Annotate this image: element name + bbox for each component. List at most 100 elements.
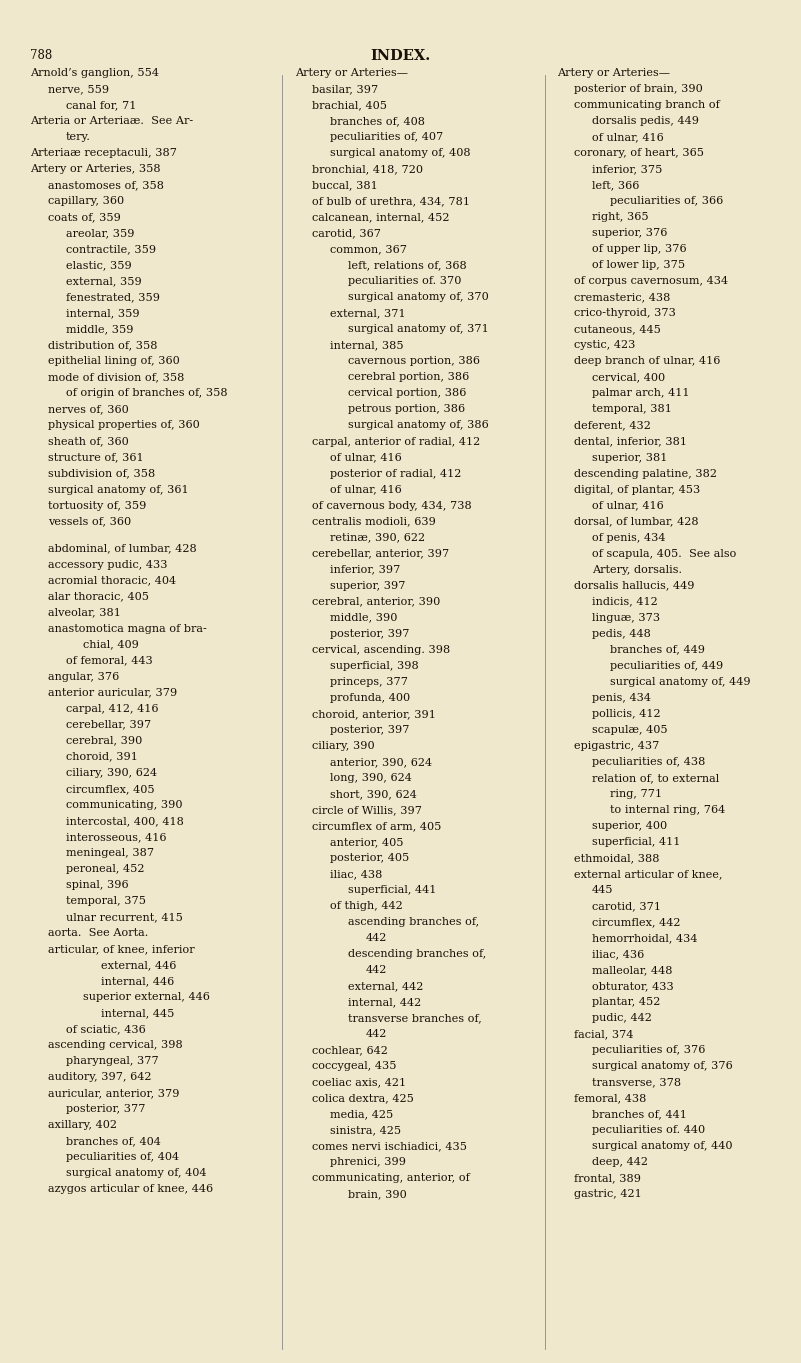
Text: peculiarities of, 438: peculiarities of, 438: [592, 756, 706, 767]
Text: cervical, ascending. 398: cervical, ascending. 398: [312, 645, 451, 654]
Text: peroneal, 452: peroneal, 452: [66, 864, 144, 874]
Text: peculiarities of. 440: peculiarities of. 440: [592, 1126, 705, 1135]
Text: internal, 385: internal, 385: [330, 341, 404, 350]
Text: circle of Willis, 397: circle of Willis, 397: [312, 806, 422, 815]
Text: cerebral, 390: cerebral, 390: [66, 736, 142, 746]
Text: 445: 445: [592, 885, 614, 895]
Text: superficial, 441: superficial, 441: [348, 885, 436, 895]
Text: surgical anatomy of, 371: surgical anatomy of, 371: [348, 324, 489, 334]
Text: distribution of, 358: distribution of, 358: [48, 341, 158, 350]
Text: 442: 442: [365, 934, 387, 943]
Text: Artery or Arteries—: Artery or Arteries—: [295, 68, 408, 78]
Text: surgical anatomy of, 361: surgical anatomy of, 361: [48, 485, 189, 495]
Text: posterior of brain, 390: posterior of brain, 390: [574, 85, 703, 94]
Text: palmar arch, 411: palmar arch, 411: [592, 388, 690, 398]
Text: coronary, of heart, 365: coronary, of heart, 365: [574, 149, 704, 158]
Text: pharyngeal, 377: pharyngeal, 377: [66, 1056, 159, 1066]
Text: frontal, 389: frontal, 389: [574, 1174, 642, 1183]
Text: of ulnar, 416: of ulnar, 416: [592, 500, 664, 511]
Text: anterior auricular, 379: anterior auricular, 379: [48, 688, 177, 698]
Text: internal, 445: internal, 445: [101, 1009, 175, 1018]
Text: Artery, dorsalis.: Artery, dorsalis.: [592, 564, 682, 575]
Text: ring, 771: ring, 771: [610, 789, 662, 799]
Text: internal, 359: internal, 359: [66, 308, 139, 319]
Text: contractile, 359: contractile, 359: [66, 244, 156, 255]
Text: cerebral, anterior, 390: cerebral, anterior, 390: [312, 597, 441, 607]
Text: subdivision of, 358: subdivision of, 358: [48, 469, 155, 478]
Text: choroid, 391: choroid, 391: [66, 752, 138, 762]
Text: circumflex, 405: circumflex, 405: [66, 784, 155, 793]
Text: peculiarities of. 370: peculiarities of. 370: [348, 277, 461, 286]
Text: carpal, 412, 416: carpal, 412, 416: [66, 703, 158, 714]
Text: of ulnar, 416: of ulnar, 416: [330, 453, 402, 462]
Text: auditory, 397, 642: auditory, 397, 642: [48, 1073, 151, 1082]
Text: intercostal, 400, 418: intercostal, 400, 418: [66, 816, 183, 826]
Text: temporal, 381: temporal, 381: [592, 405, 672, 414]
Text: bronchial, 418, 720: bronchial, 418, 720: [312, 165, 424, 174]
Text: femoral, 438: femoral, 438: [574, 1093, 646, 1103]
Text: surgical anatomy of, 449: surgical anatomy of, 449: [610, 677, 751, 687]
Text: peculiarities of, 376: peculiarities of, 376: [592, 1045, 706, 1055]
Text: to internal ring, 764: to internal ring, 764: [610, 806, 725, 815]
Text: superficial, 411: superficial, 411: [592, 837, 680, 846]
Text: inferior, 375: inferior, 375: [592, 165, 662, 174]
Text: surgical anatomy of, 404: surgical anatomy of, 404: [66, 1168, 206, 1178]
Text: areolar, 359: areolar, 359: [66, 229, 135, 239]
Text: communicating, 390: communicating, 390: [66, 800, 182, 810]
Text: buccal, 381: buccal, 381: [312, 180, 378, 191]
Text: peculiarities of, 366: peculiarities of, 366: [610, 196, 723, 206]
Text: external, 359: external, 359: [66, 277, 142, 286]
Text: descending branches of,: descending branches of,: [348, 949, 486, 960]
Text: cutaneous, 445: cutaneous, 445: [574, 324, 661, 334]
Text: deep branch of ulnar, 416: deep branch of ulnar, 416: [574, 357, 721, 367]
Text: tery.: tery.: [66, 132, 91, 142]
Text: branches of, 408: branches of, 408: [330, 116, 425, 127]
Text: acromial thoracic, 404: acromial thoracic, 404: [48, 575, 176, 586]
Text: surgical anatomy of, 370: surgical anatomy of, 370: [348, 293, 489, 303]
Text: cochlear, 642: cochlear, 642: [312, 1045, 388, 1055]
Text: superior, 397: superior, 397: [330, 581, 405, 590]
Text: ciliary, 390, 624: ciliary, 390, 624: [66, 767, 157, 778]
Text: of ulnar, 416: of ulnar, 416: [592, 132, 664, 142]
Text: ethmoidal, 388: ethmoidal, 388: [574, 853, 660, 863]
Text: left, 366: left, 366: [592, 180, 639, 191]
Text: left, relations of, 368: left, relations of, 368: [348, 260, 466, 270]
Text: princeps, 377: princeps, 377: [330, 677, 408, 687]
Text: interosseous, 416: interosseous, 416: [66, 831, 166, 842]
Text: epigastric, 437: epigastric, 437: [574, 741, 660, 751]
Text: internal, 442: internal, 442: [348, 998, 421, 1007]
Text: aorta.  See Aorta.: aorta. See Aorta.: [48, 928, 148, 938]
Text: Artery or Arteries—: Artery or Arteries—: [557, 68, 670, 78]
Text: coats of, 359: coats of, 359: [48, 213, 121, 222]
Text: Artery or Arteries, 358: Artery or Arteries, 358: [30, 165, 161, 174]
Text: internal, 446: internal, 446: [101, 976, 174, 985]
Text: cavernous portion, 386: cavernous portion, 386: [348, 357, 480, 367]
Text: colica dextra, 425: colica dextra, 425: [312, 1093, 414, 1103]
Text: obturator, 433: obturator, 433: [592, 981, 674, 991]
Text: sinistra, 425: sinistra, 425: [330, 1126, 401, 1135]
Text: cerebellar, 397: cerebellar, 397: [66, 720, 151, 729]
Text: epithelial lining of, 360: epithelial lining of, 360: [48, 357, 179, 367]
Text: angular, 376: angular, 376: [48, 672, 119, 682]
Text: azygos articular of knee, 446: azygos articular of knee, 446: [48, 1184, 213, 1194]
Text: choroid, anterior, 391: choroid, anterior, 391: [312, 709, 437, 718]
Text: cremasteric, 438: cremasteric, 438: [574, 293, 670, 303]
Text: sheath of, 360: sheath of, 360: [48, 436, 129, 447]
Text: pollicis, 412: pollicis, 412: [592, 709, 661, 718]
Text: alar thoracic, 405: alar thoracic, 405: [48, 592, 149, 601]
Text: plantar, 452: plantar, 452: [592, 998, 660, 1007]
Text: posterior, 377: posterior, 377: [66, 1104, 145, 1114]
Text: circumflex, 442: circumflex, 442: [592, 917, 680, 927]
Text: deep, 442: deep, 442: [592, 1157, 648, 1167]
Text: penis, 434: penis, 434: [592, 692, 651, 703]
Text: chial, 409: chial, 409: [83, 639, 139, 650]
Text: nerve, 559: nerve, 559: [48, 85, 109, 94]
Text: vessels of, 360: vessels of, 360: [48, 517, 131, 526]
Text: circumflex of arm, 405: circumflex of arm, 405: [312, 821, 442, 831]
Text: of ulnar, 416: of ulnar, 416: [330, 485, 402, 495]
Text: of origin of branches of, 358: of origin of branches of, 358: [66, 388, 227, 398]
Text: peculiarities of, 449: peculiarities of, 449: [610, 661, 723, 671]
Text: middle, 359: middle, 359: [66, 324, 133, 334]
Text: posterior, 405: posterior, 405: [330, 853, 409, 863]
Text: phrenici, 399: phrenici, 399: [330, 1157, 406, 1167]
